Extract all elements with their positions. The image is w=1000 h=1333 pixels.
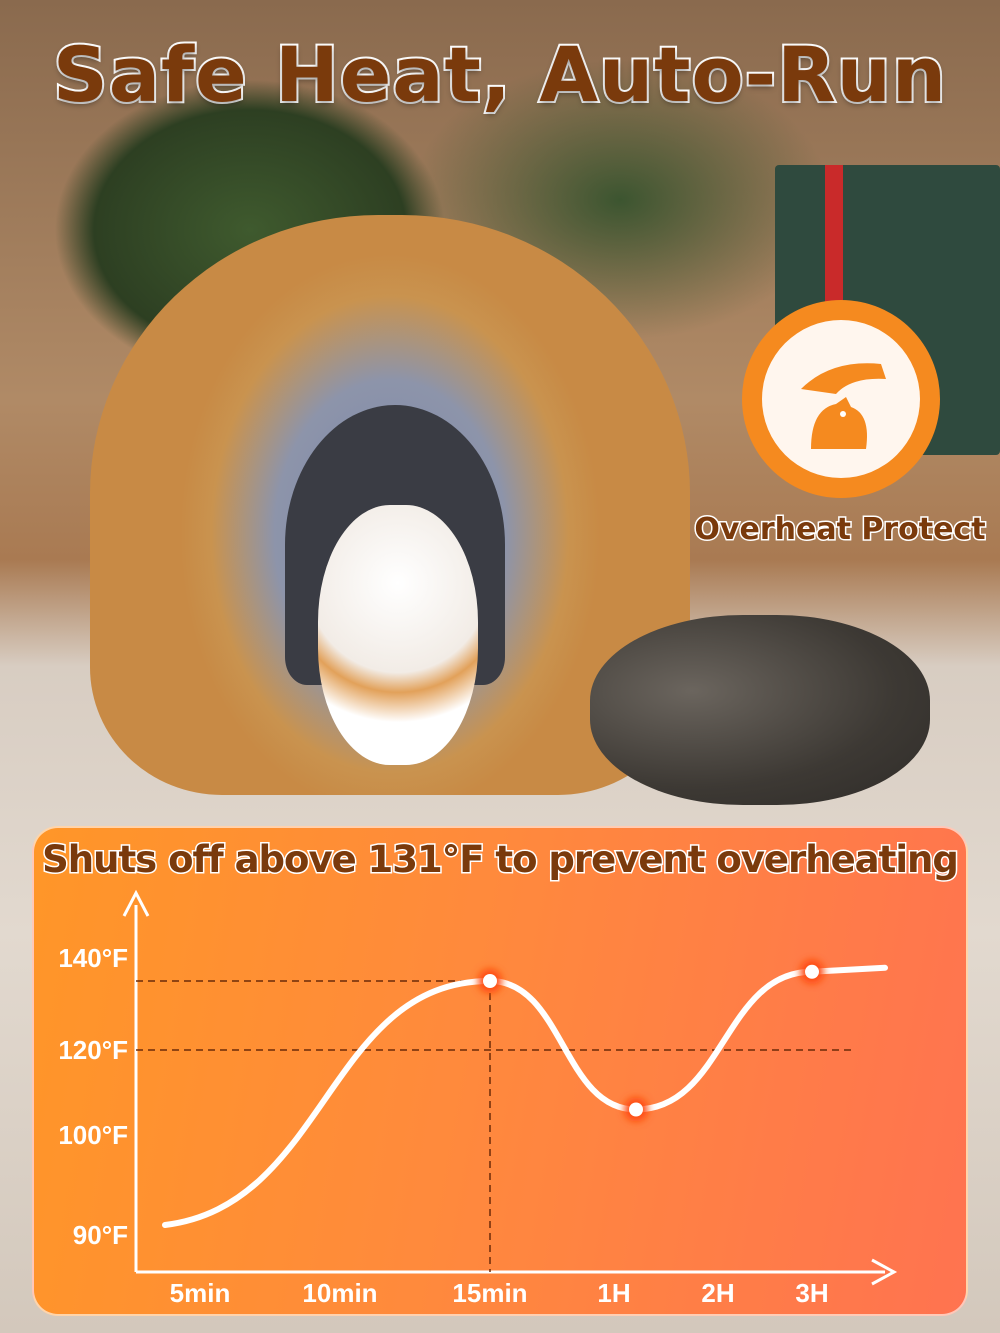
x-tick-label: 3H xyxy=(795,1278,828,1308)
overheat-protect-label: Overheat Protect xyxy=(693,511,987,549)
y-tick-label: 100°F xyxy=(58,1120,128,1150)
tabby-cat xyxy=(590,615,930,805)
temperature-chart-panel: Shuts off above 131°F to prevent overhea… xyxy=(32,826,968,1316)
x-tick-label: 5min xyxy=(170,1278,231,1308)
highlight-point xyxy=(478,969,502,993)
temperature-line xyxy=(162,964,888,1228)
x-tick-label: 2H xyxy=(701,1278,734,1308)
headline: Safe Heat, Auto-Run xyxy=(51,28,948,121)
y-tick-label: 120°F xyxy=(58,1035,128,1065)
highlight-point xyxy=(624,1097,648,1122)
y-tick-label: 140°F xyxy=(58,943,128,973)
orange-white-cat xyxy=(318,505,478,765)
hand-over-pet-icon xyxy=(801,363,886,449)
highlight-point xyxy=(800,959,824,984)
x-tick-label: 15min xyxy=(452,1278,527,1308)
chart-title: Shuts off above 131°F to prevent overhea… xyxy=(41,837,961,883)
y-tick-label: 90°F xyxy=(73,1220,128,1250)
x-tick-label: 10min xyxy=(302,1278,377,1308)
x-tick-label: 1H xyxy=(597,1278,630,1308)
y-axis-arrow xyxy=(122,889,150,917)
x-axis-arrow xyxy=(871,1258,898,1286)
overheat-protect-badge xyxy=(742,300,940,498)
chart-axes xyxy=(122,889,898,1286)
